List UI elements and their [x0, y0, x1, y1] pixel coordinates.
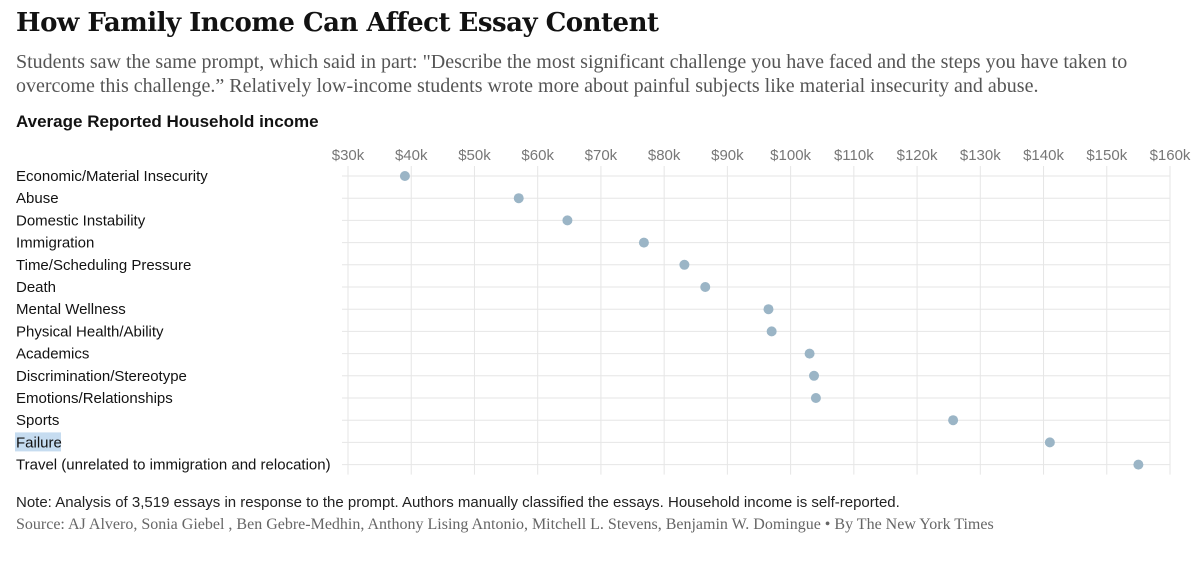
data-point: [513, 193, 524, 204]
category-label: Time/Scheduling Pressure: [16, 257, 191, 274]
x-tick-label: $130k: [960, 147, 1001, 164]
x-tick-label: $70k: [585, 147, 618, 164]
category-label: Economic/Material Insecurity: [16, 168, 208, 185]
x-tick-label: $30k: [332, 147, 365, 164]
x-tick-label: $50k: [458, 147, 491, 164]
x-tick-label: $150k: [1086, 147, 1127, 164]
grid-lines: [342, 166, 1171, 475]
chart-title: How Family Income Can Affect Essay Conte…: [16, 8, 659, 38]
category-label: Domestic Instability: [16, 212, 146, 229]
x-axis-ticks: $30k $40k $50k $60k $70k $80k $90k $100k $110k $1…: [332, 147, 1191, 164]
x-tick-label: $100k: [770, 147, 811, 164]
category-highlight: [15, 432, 61, 452]
x-tick-label: $110k: [834, 147, 874, 164]
data-point: [638, 237, 649, 248]
data-point: [700, 282, 711, 292]
data-point: [763, 304, 774, 315]
data-point: [948, 415, 959, 426]
data-point: [810, 393, 821, 403]
category-label: Failure: [16, 434, 62, 451]
x-tick-label: $140k: [1023, 147, 1064, 164]
data-point: [562, 215, 573, 226]
chart-subtitle: Students saw the same prompt, which said…: [16, 51, 1128, 97]
dot-plot: $30k $40k $50k $60k $70k $80k $90k $100k $110k $1…: [15, 147, 1191, 475]
x-tick-label: $160k: [1150, 147, 1191, 164]
category-label: Travel (unrelated to immigration and rel…: [16, 457, 331, 474]
x-tick-label: $120k: [897, 147, 938, 164]
axis-section-label: Average Reported Household income: [16, 112, 319, 131]
category-label: Death: [16, 279, 56, 296]
category-label: Immigration: [16, 235, 94, 252]
data-points: [399, 171, 1144, 470]
x-tick-label: $80k: [648, 147, 681, 164]
category-label: Emotions/Relationships: [16, 390, 173, 407]
data-point: [679, 259, 690, 270]
chart-source: Source: AJ Alvero, Sonia Giebel , Ben Ge…: [16, 516, 994, 533]
category-labels: Economic/Material Insecurity Abuse Domesti…: [16, 168, 331, 474]
category-label: Academics: [16, 346, 89, 363]
data-point: [399, 171, 410, 181]
data-point: [1044, 437, 1055, 448]
data-point: [766, 326, 777, 337]
category-label: Abuse: [16, 190, 59, 207]
data-point: [804, 348, 815, 359]
x-tick-label: $90k: [711, 147, 744, 164]
data-point: [1133, 459, 1144, 470]
x-tick-label: $60k: [521, 147, 554, 164]
category-label: Sports: [16, 412, 59, 429]
data-point: [809, 370, 820, 381]
chart-note: Note: Analysis of 3,519 essays in respon…: [16, 494, 900, 511]
x-tick-label: $40k: [395, 147, 428, 164]
category-label: Mental Wellness: [16, 301, 126, 318]
category-label: Physical Health/Ability: [16, 323, 164, 340]
category-label: Discrimination/Stereotype: [16, 368, 187, 385]
